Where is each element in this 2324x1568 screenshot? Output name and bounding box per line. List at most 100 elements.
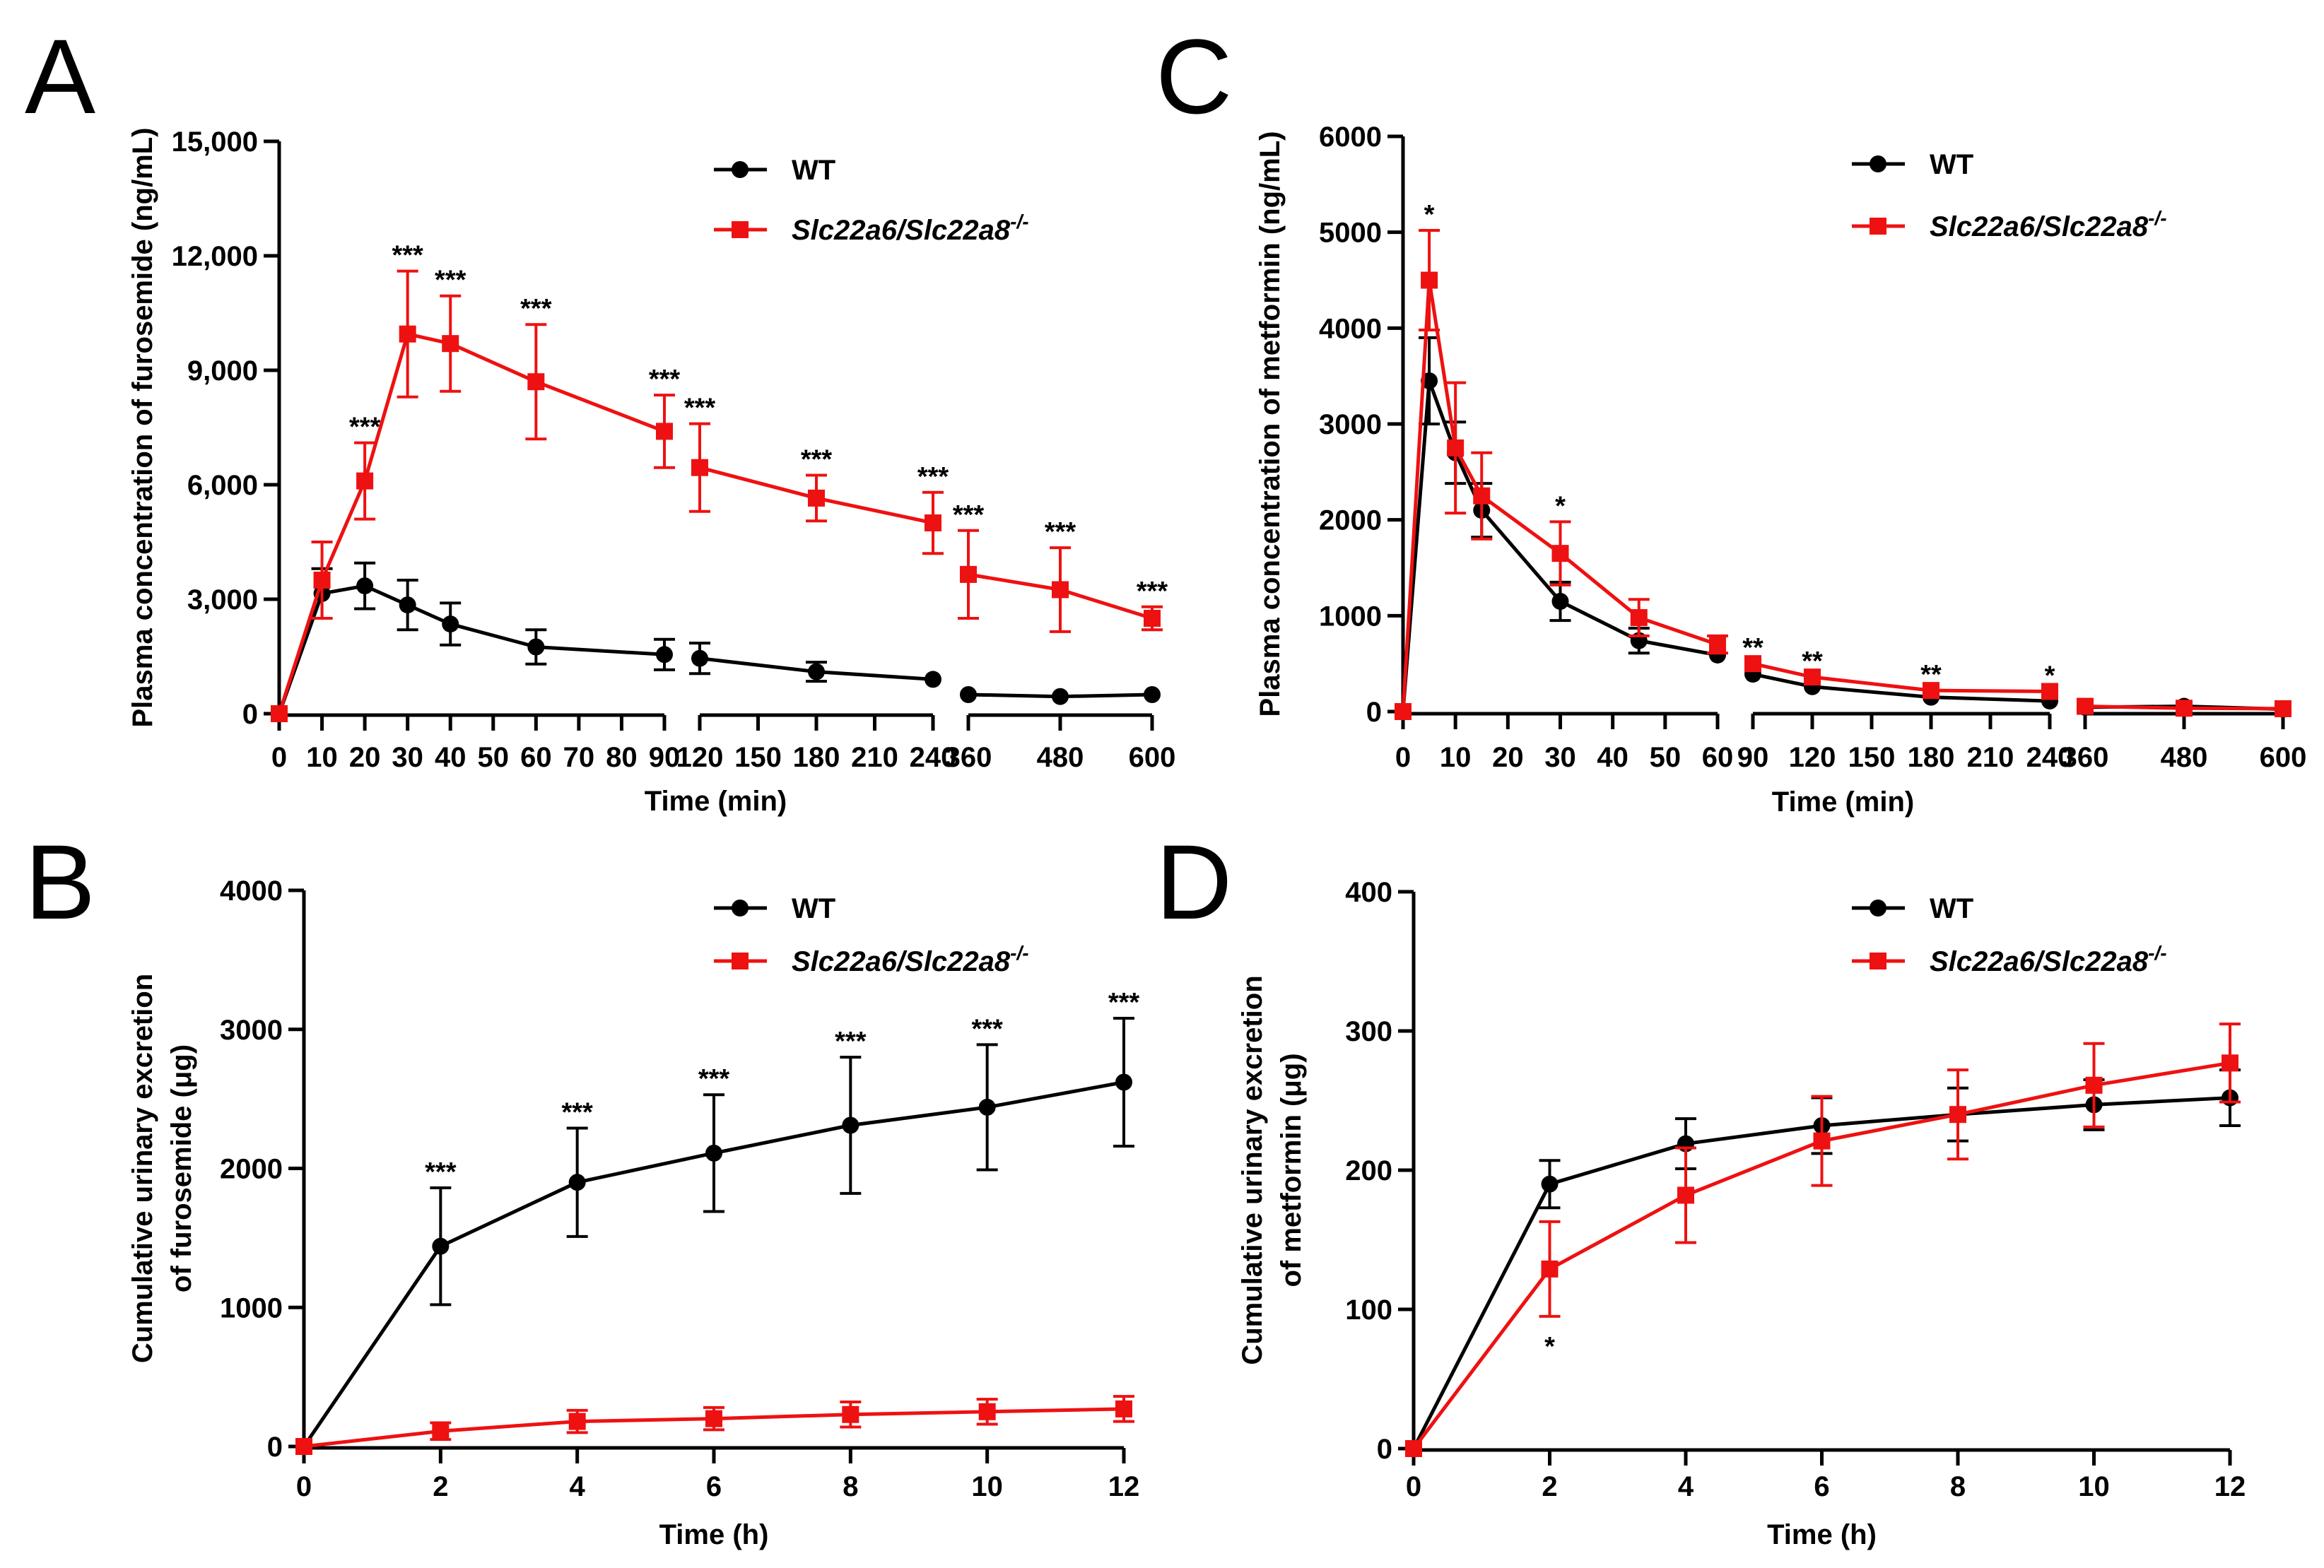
data-point: [1551, 592, 1569, 610]
legend-label: WT: [792, 893, 835, 924]
x-tick-label: 480: [2161, 742, 2208, 773]
data-point: [1923, 682, 1939, 700]
legend: WT Slc22a6/Slc22a8-/-: [714, 893, 1029, 977]
legend: WT Slc22a6/Slc22a8-/-: [1852, 893, 2167, 977]
data-point: [1744, 655, 1761, 673]
x-tick-label: 20: [1492, 742, 1524, 773]
data-point: [656, 646, 673, 664]
series-line-segment: [440, 1420, 577, 1433]
legend-swatch-marker: [732, 161, 749, 178]
data-point: [356, 472, 374, 490]
series-line-segment: [1685, 1124, 1822, 1146]
data-point: [656, 423, 673, 440]
series-line-segment: [1752, 661, 1813, 679]
series-line-segment: [1401, 280, 1431, 712]
significance-label: ***: [835, 1027, 867, 1056]
x-tick-label: 10: [2078, 1471, 2110, 1502]
legend-swatch-marker: [1870, 900, 1886, 916]
x-tick-label: 600: [2260, 742, 2307, 773]
x-tick-label: 6: [706, 1471, 722, 1502]
data-point: [1421, 271, 1438, 289]
data-point: [271, 705, 288, 722]
data-point: [1813, 1132, 1831, 1150]
y-tick-label: 2000: [1319, 505, 1382, 536]
y-axis-title: of furosemide (μg): [166, 1044, 197, 1292]
y-tick-label: 3,000: [187, 584, 258, 615]
x-axis-title: Time (min): [1772, 786, 1915, 818]
series-line-segment: [968, 572, 1061, 591]
data-point: [432, 1237, 450, 1255]
series-line-segment: [363, 334, 410, 482]
legend-label: Slc22a6/Slc22a8-/-: [792, 211, 1029, 246]
y-axis-title: Cumulative urinary excretion: [127, 974, 158, 1363]
series-ko: [271, 269, 1163, 722]
significance-label: ***: [561, 1097, 593, 1127]
x-tick-label: 4: [570, 1471, 586, 1502]
data-point: [2085, 1076, 2103, 1094]
series-line-segment: [577, 1151, 715, 1184]
x-tick-label: 10: [971, 1471, 1003, 1502]
data-point: [705, 1410, 722, 1427]
y-tick-label: 1000: [220, 1292, 283, 1324]
x-tick-label: 2: [1542, 1471, 1557, 1502]
data-point: [925, 514, 941, 531]
data-point: [925, 671, 941, 688]
series-line-segment: [277, 579, 324, 714]
significance-label: ***: [1137, 577, 1168, 606]
series-line-segment: [2094, 1096, 2231, 1107]
panel-letter-d: D: [1156, 823, 1232, 941]
series-line-segment: [713, 1413, 851, 1421]
legend-swatch-marker: [1870, 953, 1886, 969]
x-tick-label: 40: [1597, 742, 1628, 773]
y-tick-label: 4000: [1319, 313, 1382, 344]
chart-panel-b: 0 1000 2000 3000 4000 0 2 4 6 8 10 12 Time (h) Cumula…: [127, 876, 1139, 1550]
series-line-segment: [987, 1407, 1125, 1414]
data-point: [399, 325, 416, 343]
series-line-segment: [1752, 672, 1813, 689]
series-line-segment: [1480, 509, 1562, 603]
x-tick-label: 600: [1129, 742, 1176, 773]
series-line-segment: [1412, 1183, 1551, 1450]
y-tick-label: 1000: [1319, 601, 1382, 632]
significance-label: **: [1920, 660, 1942, 690]
series-ko: [1395, 228, 2291, 720]
data-point: [1709, 636, 1726, 654]
y-tick-label: 0: [242, 699, 258, 730]
series-line-segment: [1559, 552, 1641, 619]
series-line-segment: [1060, 692, 1153, 699]
legend-swatch-marker: [1870, 218, 1886, 235]
data-point: [568, 1174, 586, 1191]
x-tick-label: 8: [843, 1471, 858, 1502]
significance-label: ***: [649, 365, 681, 394]
panel-letter-b: B: [25, 823, 95, 941]
significance-label: ***: [1108, 988, 1140, 1018]
series-line-segment: [850, 1105, 987, 1127]
data-point: [978, 1403, 996, 1420]
x-tick-label: 0: [271, 742, 287, 773]
series-line-segment: [850, 1410, 987, 1417]
significance-label: *: [1555, 491, 1566, 521]
legend-swatch-marker: [1870, 155, 1886, 172]
significance-label: ***: [349, 413, 381, 442]
series-line-segment: [536, 645, 665, 656]
data-point: [2041, 683, 2058, 700]
x-tick-label: 4: [1678, 1471, 1694, 1502]
y-tick-label: 15,000: [172, 126, 258, 158]
series-line-segment: [816, 496, 934, 525]
x-tick-label: 30: [1544, 742, 1576, 773]
x-tick-label: 90: [649, 742, 681, 773]
series-line-segment: [1930, 695, 2050, 703]
chart-panel-a: 0 3,000 6,000 9,000 12,000 15,000 0 10 20 30 40 50 6…: [127, 126, 1175, 817]
x-tick-label: 180: [793, 742, 840, 773]
data-point: [1052, 581, 1069, 599]
data-point: [1144, 686, 1161, 703]
legend-label: WT: [792, 155, 835, 186]
data-point: [295, 1438, 312, 1455]
data-point: [1447, 439, 1465, 456]
series-line-segment: [2084, 705, 2185, 710]
panel-letter-a: A: [25, 17, 95, 136]
y-tick-label: 300: [1345, 1016, 1392, 1047]
series-line-segment: [450, 341, 537, 384]
x-tick-label: 210: [851, 742, 898, 773]
